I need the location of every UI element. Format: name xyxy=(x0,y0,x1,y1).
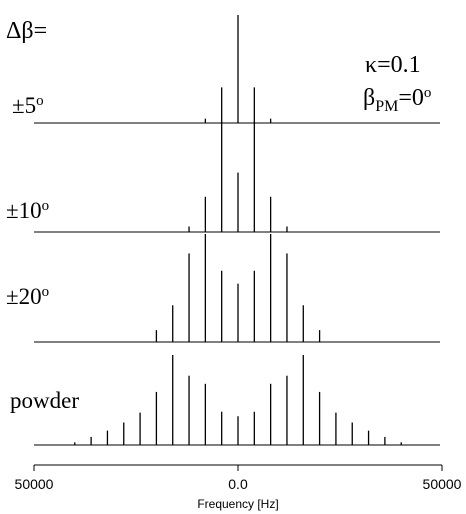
delta-beta-label: Δβ= xyxy=(6,18,47,44)
beta-subscript: PM xyxy=(375,98,398,115)
trace-label-20-text: ±20 xyxy=(6,284,42,309)
trace-label-20-degree: o xyxy=(42,284,50,300)
beta-pm-label: βPM=0o xyxy=(363,85,431,115)
beta-value: =0 xyxy=(398,85,424,111)
trace-label-5-text: ±5 xyxy=(12,93,36,118)
trace-baselines xyxy=(34,122,440,446)
beta-symbol: β xyxy=(363,85,375,111)
x-tick-label-left: 50000 xyxy=(15,476,54,492)
trace-label-10-degree: o xyxy=(42,198,50,214)
x-tick-label-right: 50000 xyxy=(423,476,462,492)
trace-label-5: ±5o xyxy=(12,93,44,118)
x-tick-label-center: 0.0 xyxy=(228,476,248,492)
x-axis-title: Frequency [Hz] xyxy=(197,497,278,511)
trace-label-10: ±10o xyxy=(6,198,49,223)
trace-label-powder: powder xyxy=(10,388,79,413)
spectral-peaks xyxy=(74,15,402,445)
trace-label-10-text: ±10 xyxy=(6,198,42,223)
trace-label-5-degree: o xyxy=(36,93,44,109)
trace-label-20: ±20o xyxy=(6,284,49,309)
beta-superscript: o xyxy=(424,85,432,101)
kappa-label: κ=0.1 xyxy=(365,52,421,78)
